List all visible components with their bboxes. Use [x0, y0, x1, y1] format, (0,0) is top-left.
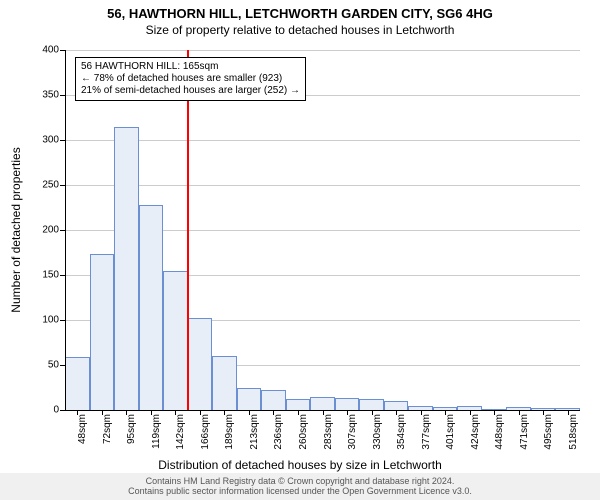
y-axis-title: Number of detached properties [9, 147, 23, 312]
x-tick-label: 448sqm [494, 414, 505, 450]
annotation-box: 56 HAWTHORN HILL: 165sqm← 78% of detache… [75, 57, 306, 101]
chart-root: { "title": "56, HAWTHORN HILL, LETCHWORT… [0, 0, 600, 500]
x-tick-label: 236sqm [273, 414, 284, 450]
annotation-line: 21% of semi-detached houses are larger (… [81, 85, 300, 97]
footer: Contains HM Land Registry data © Crown c… [0, 473, 600, 500]
x-tick-label: 471sqm [519, 414, 530, 450]
histogram-bar [310, 397, 335, 411]
y-axis [65, 50, 66, 410]
x-tick-label: 307sqm [347, 414, 358, 450]
histogram-bar [261, 390, 286, 410]
x-tick-label: 424sqm [470, 414, 481, 450]
histogram-bar [90, 254, 115, 410]
footer-line-2: Contains public sector information licen… [0, 486, 600, 496]
histogram-bar [188, 318, 213, 410]
x-tick-label: 72sqm [102, 414, 113, 444]
x-tick-label: 166sqm [200, 414, 211, 450]
histogram-bar [286, 399, 311, 410]
x-tick-label: 48sqm [77, 414, 88, 444]
histogram-bar [212, 356, 237, 410]
x-tick-label: 401sqm [445, 414, 456, 450]
x-tick-label: 283sqm [323, 414, 334, 450]
grid-line [65, 50, 580, 51]
x-tick-label: 354sqm [396, 414, 407, 450]
histogram-bar [335, 398, 360, 410]
x-axis [65, 410, 580, 411]
page-title: 56, HAWTHORN HILL, LETCHWORTH GARDEN CIT… [0, 0, 600, 21]
histogram-bar [237, 388, 262, 411]
histogram-bar [163, 271, 188, 411]
x-tick-label: 260sqm [298, 414, 309, 450]
histogram-bar [359, 399, 384, 410]
x-tick-label: 119sqm [151, 414, 162, 449]
histogram-bar [114, 127, 139, 411]
grid-line [65, 140, 580, 141]
x-tick-label: 330sqm [372, 414, 383, 450]
footer-line-1: Contains HM Land Registry data © Crown c… [0, 476, 600, 486]
grid-line [65, 185, 580, 186]
x-axis-title: Distribution of detached houses by size … [0, 458, 600, 472]
histogram-bar [384, 401, 409, 410]
marker-line [187, 50, 189, 410]
x-tick-label: 142sqm [175, 414, 186, 450]
annotation-line: ← 78% of detached houses are smaller (92… [81, 73, 300, 85]
page-subtitle: Size of property relative to detached ho… [0, 21, 600, 37]
histogram-chart: 05010015020025030035040048sqm72sqm95sqm1… [65, 50, 580, 410]
x-tick-label: 95sqm [126, 414, 137, 444]
annotation-line: 56 HAWTHORN HILL: 165sqm [81, 61, 300, 73]
histogram-bar [65, 357, 90, 410]
x-tick-label: 377sqm [421, 414, 432, 450]
x-tick-label: 518sqm [568, 414, 579, 450]
x-tick-label: 213sqm [249, 414, 260, 450]
x-tick-label: 495sqm [543, 414, 554, 450]
histogram-bar [139, 205, 164, 410]
x-tick-label: 189sqm [224, 414, 235, 450]
